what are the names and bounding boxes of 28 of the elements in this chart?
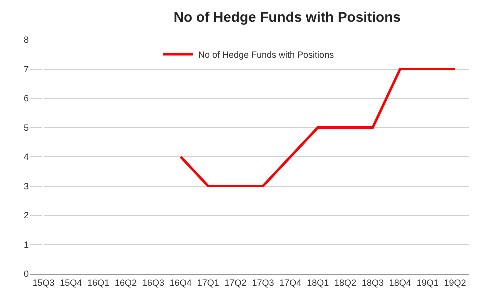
x-tick-label: 18Q1 — [307, 278, 330, 288]
x-tick-label: 15Q4 — [60, 278, 82, 288]
x-tick-label: 18Q3 — [362, 278, 384, 288]
chart-title: No of Hedge Funds with Positions — [174, 8, 402, 25]
y-tick-label: 3 — [24, 181, 29, 192]
y-tick-label: 6 — [24, 94, 29, 104]
x-tick-label: 16Q4 — [170, 278, 192, 288]
x-tick-label: 17Q2 — [224, 278, 247, 288]
x-tick-label: 18Q4 — [389, 278, 412, 288]
legend-label: No of Hedge Funds with Positions — [198, 50, 335, 60]
y-tick-label: 8 — [24, 35, 29, 46]
x-tick-label: 17Q3 — [252, 278, 274, 288]
x-tick-label: 16Q3 — [142, 278, 164, 288]
x-tick-label: 17Q1 — [197, 278, 220, 288]
x-tick-label: 16Q2 — [115, 278, 138, 288]
y-tick-label: 4 — [24, 152, 29, 162]
y-tick-label: 2 — [24, 210, 29, 221]
x-tick-label: 16Q1 — [88, 278, 110, 288]
x-tick-label: 17Q4 — [280, 278, 302, 288]
line-series — [180, 68, 457, 188]
x-tick-label: 19Q2 — [444, 278, 466, 288]
y-tick-label: 0 — [24, 269, 29, 280]
x-tick-label: 18Q2 — [334, 278, 357, 288]
y-tick-label: 1 — [24, 240, 29, 250]
x-tick-label: 15Q3 — [32, 278, 55, 288]
y-tick-label: 7 — [24, 64, 29, 74]
x-tick-label: 19Q1 — [416, 278, 439, 288]
y-tick-label: 5 — [24, 122, 29, 133]
